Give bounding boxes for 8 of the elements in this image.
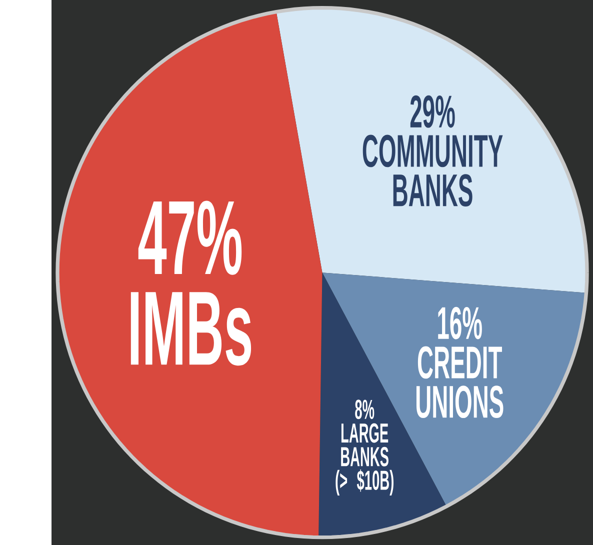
slice-label: LARGE BANKS (> $10B) bbox=[336, 423, 394, 496]
slice-label: COMMUNITY BANKS bbox=[362, 134, 503, 206]
data-label: 29% bbox=[410, 95, 455, 128]
slice-label: CREDIT UNIONS bbox=[416, 346, 504, 418]
data-label: 47% bbox=[138, 200, 242, 275]
slice-label: IMBs bbox=[130, 292, 252, 366]
data-label: 8% bbox=[355, 400, 374, 420]
data-label: 16% bbox=[438, 306, 482, 340]
